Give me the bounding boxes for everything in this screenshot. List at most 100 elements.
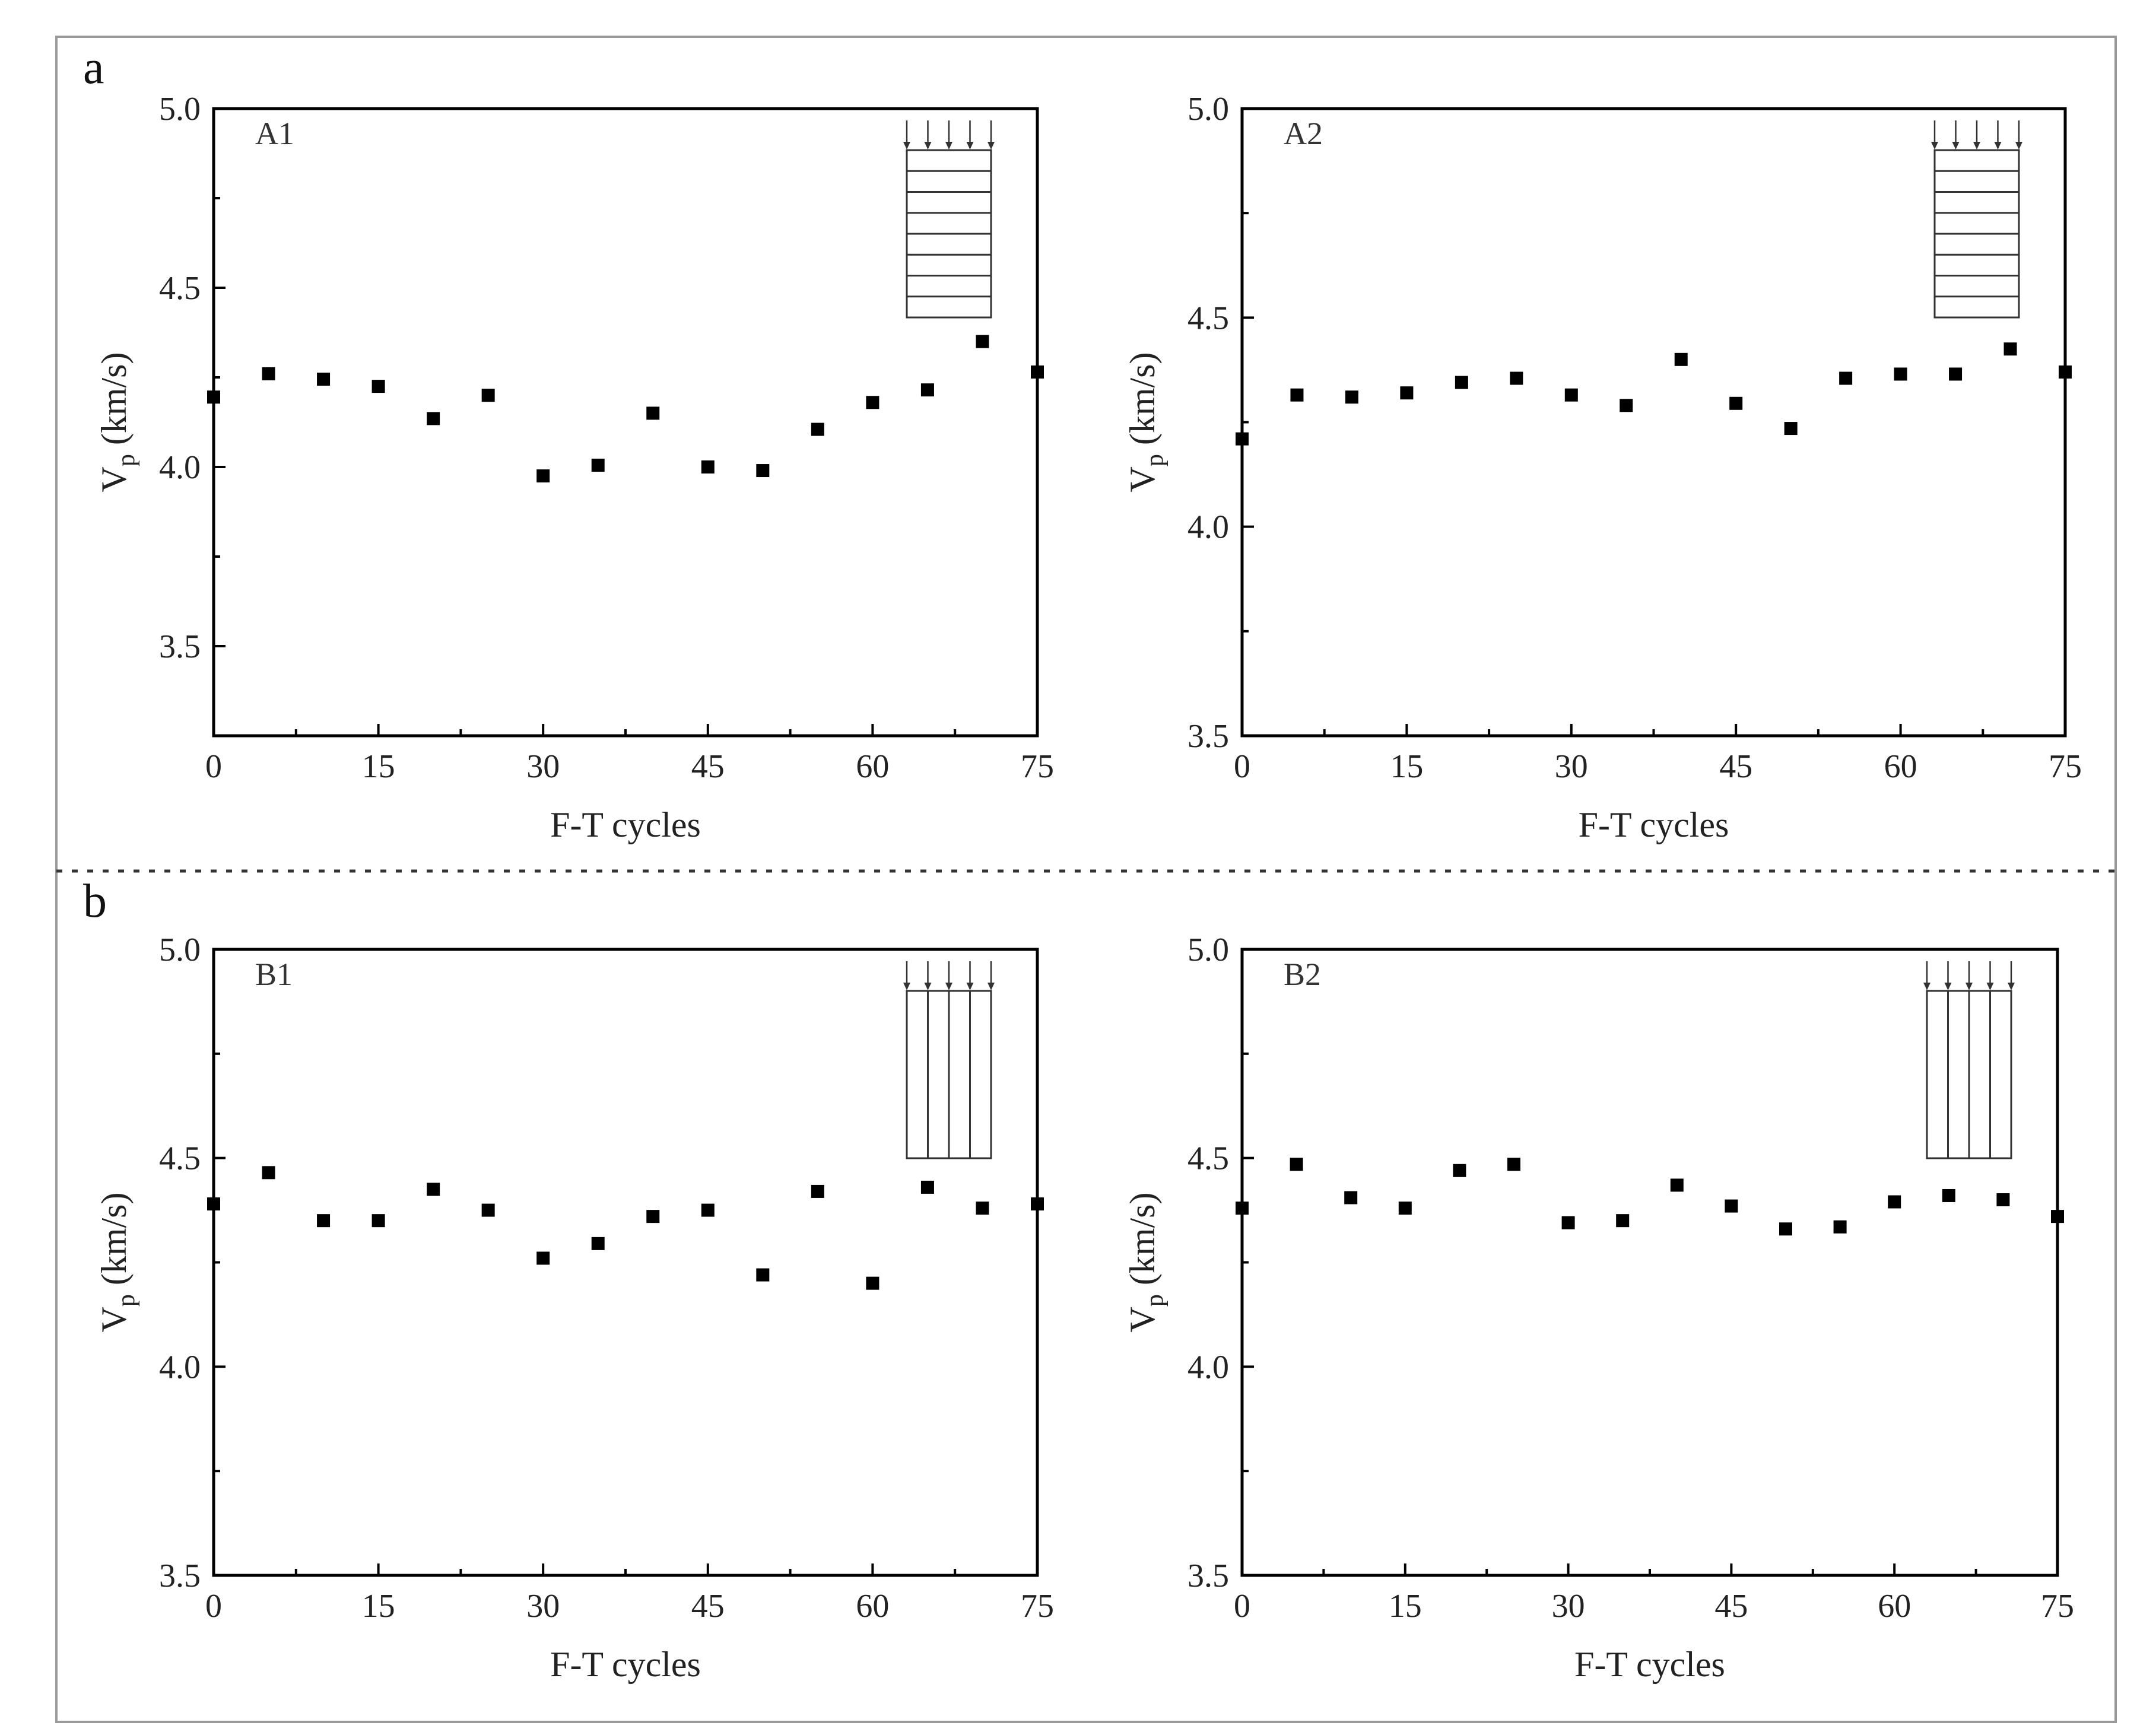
chart-panel-B2: 0 15 30 45 60 75 3.5 4.0 4.5 5.0 F-T cycles Vp (km/… (1123, 932, 2074, 1684)
y-axis-title: Vp (km/s) (94, 352, 140, 492)
load-arrow-head (945, 983, 952, 990)
data-point (1453, 1164, 1466, 1177)
data-point (371, 380, 385, 393)
y-tick-label: 4.0 (159, 449, 201, 486)
y-axis-title-subscript: p (113, 1294, 140, 1307)
y-tick-label: 5.0 (159, 932, 201, 968)
y-tick-label: 4.5 (1187, 1140, 1229, 1177)
data-point (1729, 396, 1743, 410)
data-point (2059, 365, 2072, 379)
load-arrow-head (1952, 142, 1960, 150)
y-axis-title-subscript: p (1141, 454, 1169, 466)
x-tick-label: 60 (856, 748, 889, 785)
x-tick-label: 0 (1234, 748, 1250, 785)
y-axis-title-unit: (km/s) (1123, 1193, 1162, 1295)
x-tick-label: 75 (2041, 1588, 2074, 1625)
y-axis-title: Vp (km/s) (1123, 352, 1169, 492)
y-tick-label: 4.0 (1187, 1349, 1229, 1385)
data-point (2051, 1210, 2064, 1223)
x-tick-label: 75 (1021, 748, 1054, 785)
plot-area (1240, 107, 2067, 738)
data-point (427, 1183, 440, 1196)
specimen-inset (903, 120, 995, 319)
y-tick-label: 3.5 (159, 628, 201, 665)
y-axis-title-symbol: V (1123, 466, 1162, 492)
x-tick-label: 0 (205, 1588, 222, 1625)
data-point (920, 1180, 934, 1194)
y-axis-title-symbol: V (1123, 1307, 1162, 1332)
data-point (1833, 1220, 1847, 1234)
data-point (1942, 1188, 1955, 1202)
load-arrow-head (1931, 142, 1938, 150)
panel-label: B1 (255, 956, 293, 992)
x-tick-label: 60 (1884, 748, 1917, 785)
figure-frame (55, 36, 2117, 1723)
data-point (536, 1251, 550, 1265)
data-point (317, 373, 331, 386)
y-axis-title: Vp (km/s) (1123, 1193, 1169, 1333)
y-tick-label: 4.0 (1187, 509, 1229, 546)
x-tick-label: 75 (2049, 748, 2082, 785)
data-point (591, 1237, 605, 1250)
x-tick-label: 0 (205, 748, 222, 785)
data-point (591, 458, 605, 472)
data-point (1894, 367, 1907, 381)
data-point (920, 383, 934, 397)
load-arrow-head (987, 142, 995, 150)
x-tick-label: 30 (1552, 1588, 1585, 1625)
load-arrow-head (987, 983, 995, 990)
data-point (646, 1210, 660, 1223)
data-point (1996, 1193, 2010, 1206)
y-axis-title-symbol: V (94, 1307, 134, 1332)
data-point (1344, 1191, 1358, 1205)
plot-area (1240, 948, 2059, 1577)
data-point (701, 460, 715, 473)
load-arrow-head (903, 983, 910, 990)
data-point (1561, 1216, 1575, 1229)
y-tick-label: 5.0 (1187, 91, 1229, 128)
data-point (1670, 1178, 1684, 1192)
data-point (1839, 371, 1853, 385)
y-tick-label: 3.5 (159, 1558, 201, 1594)
y-tick-label: 4.0 (159, 1349, 201, 1385)
data-point (811, 422, 824, 436)
y-axis-title: Vp (km/s) (94, 1193, 140, 1333)
data-point (756, 1268, 770, 1282)
panels: 0 15 30 45 60 75 3.5 4.0 4.5 5.0 F-T cycles Vp (km/… (94, 91, 2082, 1684)
load-arrow-head (924, 142, 932, 150)
data-point (371, 1214, 385, 1228)
y-axis-title-symbol: V (94, 466, 134, 492)
load-arrow-head (966, 142, 974, 150)
data-point (262, 1166, 275, 1180)
data-point (1725, 1199, 1738, 1213)
x-tick-label: 15 (362, 1588, 395, 1625)
chart-panel-B1: 0 15 30 45 60 75 3.5 4.0 4.5 5.0 F-T cycles Vp (km/… (94, 932, 1054, 1684)
data-point (1031, 365, 1044, 379)
section-label-a: a (83, 42, 104, 94)
y-tick-label: 3.5 (1187, 718, 1229, 755)
x-tick-label: 75 (1021, 1588, 1054, 1625)
data-point (1949, 367, 1963, 381)
data-point (1398, 1202, 1412, 1215)
x-tick-label: 0 (1234, 1588, 1250, 1625)
data-point (976, 1202, 989, 1215)
data-point (1888, 1195, 1901, 1209)
load-arrow-head (1973, 142, 1980, 150)
plot-area (212, 107, 1039, 738)
specimen-inset (1923, 961, 2015, 1159)
y-axis-title-unit: (km/s) (94, 352, 134, 455)
data-point (1674, 352, 1688, 366)
x-tick-label: 15 (1390, 748, 1423, 785)
data-point (866, 396, 879, 409)
chart-panel-A1: 0 15 30 45 60 75 3.5 4.0 4.5 5.0 F-T cycles Vp (km/… (94, 91, 1054, 844)
data-point (1455, 376, 1468, 389)
load-arrow-head (1944, 983, 1952, 990)
load-arrow-head (1923, 983, 1930, 990)
x-tick-label: 15 (362, 748, 395, 785)
data-point (866, 1276, 879, 1290)
data-point (1290, 388, 1304, 402)
data-point (427, 412, 440, 425)
panel-label: A1 (255, 116, 294, 151)
x-tick-label: 60 (1878, 1588, 1911, 1625)
